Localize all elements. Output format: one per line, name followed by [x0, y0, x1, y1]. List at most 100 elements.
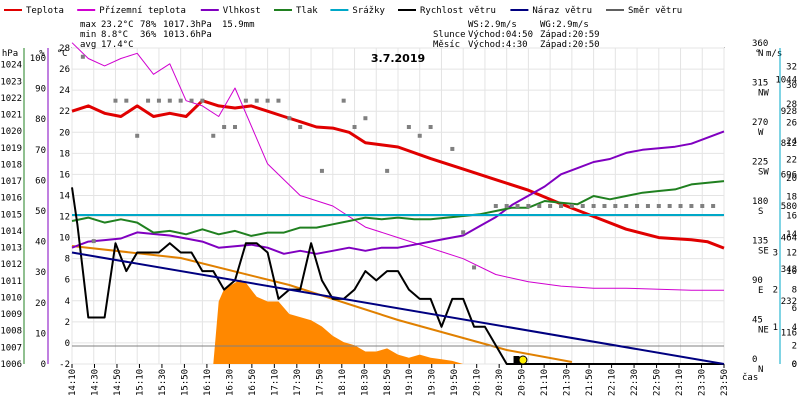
- x-tick-label: 21:30: [563, 369, 573, 396]
- tick-hpa: 1008: [0, 327, 22, 337]
- solar-radiation-area: [213, 279, 464, 364]
- legend-label-7: Směr větru: [628, 6, 682, 16]
- tick-solar: 580: [781, 202, 797, 212]
- orange-trend-line: [71, 245, 573, 363]
- stats-avg-label: avg: [80, 40, 96, 50]
- tick-wind: 2: [792, 341, 797, 351]
- wind-direction-dot: [287, 116, 292, 121]
- tick-percent: 0: [41, 360, 46, 370]
- wind-direction-dot: [222, 125, 227, 129]
- tick-direction-name: SE: [758, 247, 769, 257]
- tick-hpa: 1018: [0, 160, 22, 170]
- tick-solar: 696: [781, 170, 797, 180]
- axis-unit-percent: %: [39, 49, 45, 59]
- wind-direction-dot: [591, 204, 596, 208]
- tick-rain: 1: [773, 323, 778, 333]
- moon-label: Měsíc: [433, 40, 460, 50]
- tick-wind: 26: [786, 118, 797, 128]
- tick-hpa: 1021: [0, 111, 22, 121]
- legend-label-2: Vlhkost: [223, 6, 261, 16]
- tick-direction-name: N: [758, 365, 763, 375]
- tick-hpa: 1006: [0, 360, 22, 370]
- series-line-3: [71, 180, 725, 237]
- x-tick-label: 18:30: [360, 369, 370, 396]
- wind-direction-dot: [428, 125, 433, 129]
- wind-direction-dot: [135, 133, 140, 138]
- wind-direction-dot: [667, 204, 672, 208]
- wind-direction-dot: [711, 204, 716, 208]
- x-tick-label: 21:10: [540, 369, 550, 396]
- wind-direction-dot: [233, 125, 237, 129]
- x-tick-label: 14:10: [68, 369, 78, 396]
- tick-hpa: 1009: [0, 310, 22, 320]
- tick-celsius: 18: [59, 149, 70, 159]
- tick-wind: 22: [786, 156, 797, 166]
- wind-direction-dot: [635, 204, 640, 208]
- tick-hpa: 1024: [0, 61, 22, 71]
- x-tick-label: 22:30: [630, 369, 640, 396]
- wind-direction-dot: [124, 98, 129, 103]
- tick-direction: 360: [752, 39, 768, 49]
- tick-celsius: 16: [59, 170, 70, 180]
- x-tick-label: 23:50: [720, 369, 730, 396]
- wind-direction-dot: [537, 204, 542, 208]
- x-tick-label: 22:50: [653, 369, 663, 396]
- tick-wind: 6: [792, 304, 797, 314]
- tick-direction-name: NW: [758, 89, 769, 99]
- moon-marker: [513, 356, 520, 364]
- stats-avg-temp: 17.4°C: [101, 40, 134, 50]
- tick-celsius: 4: [65, 297, 70, 307]
- x-tick-label: 15:10: [135, 369, 145, 396]
- tick-wind: 28: [786, 100, 797, 110]
- tick-wind: 16: [786, 211, 797, 221]
- wind-direction-dot: [678, 204, 683, 208]
- tick-hpa: 1020: [0, 127, 22, 137]
- tick-percent: 50: [35, 207, 46, 217]
- wind-direction-dot: [689, 204, 694, 208]
- x-tick-label: 19:30: [428, 369, 438, 396]
- wind-direction-dot: [526, 204, 531, 208]
- tick-percent: 40: [35, 238, 46, 248]
- tick-hpa: 1013: [0, 244, 22, 254]
- legend-label-5: Rychlost větru: [420, 6, 496, 16]
- tick-wind: 20: [786, 174, 797, 184]
- wind-direction-dot: [341, 98, 346, 103]
- wind-direction-dot: [352, 125, 357, 129]
- stats-max-temp: 23.2°C: [101, 20, 134, 30]
- stats-max-rain: 15.9mm: [222, 20, 255, 30]
- wind-direction-dot: [645, 204, 650, 208]
- wind-direction-dot: [493, 204, 498, 208]
- wind-speed-info: WS:2.9m/s: [468, 20, 517, 30]
- tick-celsius: 10: [59, 234, 70, 244]
- tick-direction: 90: [752, 276, 763, 286]
- tick-hpa: 1007: [0, 343, 22, 353]
- tick-wind: 8: [792, 286, 797, 296]
- tick-solar: 232: [781, 297, 797, 307]
- wind-direction-dot: [319, 168, 324, 173]
- wind-direction-dot: [450, 146, 455, 151]
- tick-percent: 90: [35, 85, 46, 95]
- tick-celsius: 12: [59, 213, 70, 223]
- tick-wind: 32: [786, 63, 797, 73]
- series-line-2: [71, 130, 725, 255]
- series-line-5: [71, 187, 724, 365]
- wind-direction-dot: [254, 98, 259, 103]
- sun-marker: [518, 355, 528, 365]
- tick-solar: 928: [781, 107, 797, 117]
- tick-direction: 45: [752, 316, 763, 326]
- tick-celsius: -2: [59, 360, 70, 370]
- wind-gust-info: WG:2.9m/s: [540, 20, 589, 30]
- wind-direction-dot: [559, 204, 563, 208]
- tick-rain: 2: [773, 286, 778, 296]
- tick-hpa: 1022: [0, 94, 22, 104]
- wind-direction-dot: [602, 204, 607, 208]
- tick-celsius: 14: [59, 191, 70, 201]
- wind-direction-dot: [189, 98, 194, 103]
- wind-direction-dot: [156, 98, 161, 103]
- wind-direction-dot: [515, 204, 520, 208]
- wind-direction-dot: [580, 204, 585, 208]
- x-tick-label: 23:10: [675, 369, 685, 396]
- tick-percent: 60: [35, 176, 46, 186]
- tick-percent: 10: [35, 329, 46, 339]
- series-line-1: [71, 42, 724, 291]
